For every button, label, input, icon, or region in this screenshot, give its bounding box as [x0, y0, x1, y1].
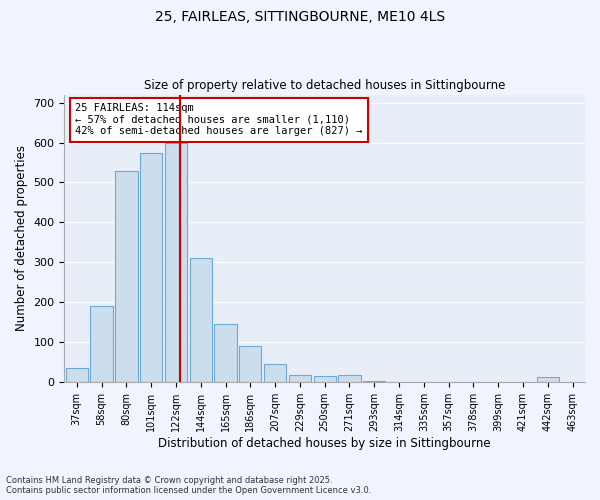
- Bar: [239, 346, 262, 382]
- Text: Contains HM Land Registry data © Crown copyright and database right 2025.
Contai: Contains HM Land Registry data © Crown c…: [6, 476, 371, 495]
- Bar: [65, 368, 88, 382]
- Bar: [289, 375, 311, 382]
- Bar: [115, 170, 137, 382]
- Title: Size of property relative to detached houses in Sittingbourne: Size of property relative to detached ho…: [144, 79, 505, 92]
- Text: 25, FAIRLEAS, SITTINGBOURNE, ME10 4LS: 25, FAIRLEAS, SITTINGBOURNE, ME10 4LS: [155, 10, 445, 24]
- Text: 25 FAIRLEAS: 114sqm
← 57% of detached houses are smaller (1,110)
42% of semi-det: 25 FAIRLEAS: 114sqm ← 57% of detached ho…: [75, 103, 362, 136]
- Bar: [140, 152, 163, 382]
- Bar: [190, 258, 212, 382]
- Bar: [338, 375, 361, 382]
- Bar: [165, 142, 187, 382]
- Bar: [536, 377, 559, 382]
- Bar: [91, 306, 113, 382]
- Bar: [363, 381, 385, 382]
- X-axis label: Distribution of detached houses by size in Sittingbourne: Distribution of detached houses by size …: [158, 437, 491, 450]
- Bar: [314, 376, 336, 382]
- Bar: [264, 364, 286, 382]
- Bar: [214, 324, 236, 382]
- Y-axis label: Number of detached properties: Number of detached properties: [15, 146, 28, 332]
